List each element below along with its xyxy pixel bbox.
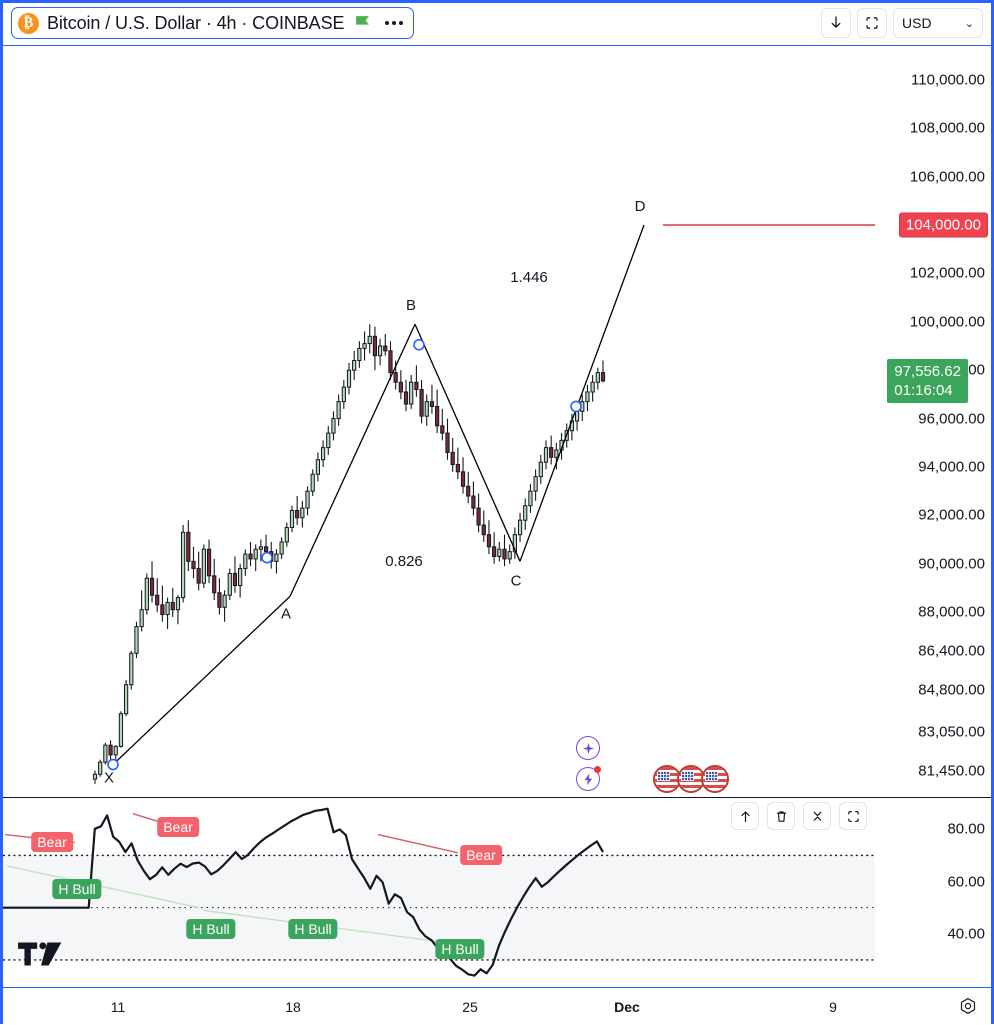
- rsi-move-up-button[interactable]: [731, 802, 759, 830]
- chevron-down-icon: ⌄: [964, 17, 974, 30]
- currency-select[interactable]: USD ⌄: [893, 8, 983, 38]
- chart-header: ₿ Bitcoin / U.S. Dollar · 4h · COINBASE …: [3, 3, 991, 45]
- rsi-pane: Bear Bear Bear H Bull H Bull H Bull H Bull 80.…: [3, 797, 991, 987]
- time-axis-tick: 18: [285, 999, 301, 1015]
- pattern-leg: [289, 323, 416, 597]
- ai-assistant-button[interactable]: [576, 736, 600, 760]
- pattern-leg: [414, 323, 521, 562]
- harmonic-pattern-labels: X A B C D 0.826 1.446: [104, 198, 646, 787]
- price-axis-tick: 86,400.00: [918, 642, 985, 660]
- pattern-ratio-label: 0.826: [385, 553, 423, 570]
- fullscreen-button[interactable]: [857, 8, 887, 38]
- rsi-divergence-line: [6, 865, 200, 909]
- rsi-maximize-button[interactable]: [839, 802, 867, 830]
- download-button[interactable]: [821, 8, 851, 38]
- lightning-bolt-icon: [584, 773, 592, 785]
- rsi-remove-button[interactable]: [767, 802, 795, 830]
- time-axis-tick: 9: [829, 999, 837, 1015]
- rsi-collapse-button[interactable]: [803, 802, 831, 830]
- rsi-divergence-line: [377, 833, 459, 854]
- price-axis-tick: 102,000.00: [909, 264, 985, 282]
- rsi-axis-tick: 60.00: [947, 873, 985, 891]
- rsi-divergence-tag[interactable]: H Bull: [52, 879, 102, 900]
- symbol-title: Bitcoin / U.S. Dollar · 4h · COINBASE: [47, 12, 345, 33]
- pattern-anchor-handle[interactable]: [570, 400, 582, 413]
- time-axis-tick: 25: [462, 999, 478, 1015]
- more-options-icon[interactable]: [385, 21, 404, 25]
- price-axis-tick: 108,000.00: [909, 119, 985, 137]
- bar-countdown: 01:16:04: [894, 381, 953, 399]
- price-axis-tick: 83,050.00: [918, 723, 985, 741]
- price-plot-area[interactable]: X A B C D 0.826 1.446: [3, 46, 875, 796]
- harmonic-pattern-overlay[interactable]: [107, 224, 645, 771]
- tradingview-logo: [18, 942, 62, 966]
- economic-event-badge[interactable]: [701, 765, 729, 793]
- currency-value: USD: [902, 15, 932, 31]
- ai-alert-button[interactable]: [576, 766, 601, 791]
- rsi-divergence-tag[interactable]: Bear: [31, 832, 73, 853]
- target-price-label[interactable]: 104,000.00: [898, 212, 988, 238]
- trash-icon: [776, 810, 786, 822]
- fullscreen-icon: [866, 17, 878, 29]
- rsi-line-series: [3, 807, 604, 977]
- price-chart-svg: X A B C D 0.826 1.446: [92, 198, 875, 787]
- pattern-leg: [519, 224, 645, 562]
- bitcoin-icon: ₿: [18, 12, 39, 34]
- rsi-divergence-tag[interactable]: Bear: [157, 816, 199, 837]
- price-axis-tick: 81,450.00: [918, 762, 985, 780]
- up-arrow-icon: [740, 810, 750, 822]
- time-axis-tick: 11: [110, 999, 126, 1015]
- rsi-line-path: [3, 807, 604, 977]
- price-axis-tick: 92,000.00: [918, 506, 985, 524]
- pattern-point-label: C: [511, 572, 522, 589]
- pattern-point-label: X: [104, 770, 114, 787]
- download-arrow-icon: [831, 16, 841, 28]
- us-flag-canton: [681, 771, 694, 781]
- economic-event-badge[interactable]: [653, 765, 681, 793]
- pattern-anchor-handle[interactable]: [413, 338, 425, 351]
- green-flag-icon: [356, 15, 370, 25]
- time-axis-tick: Dec: [614, 999, 640, 1015]
- economic-event-badge[interactable]: [677, 765, 705, 793]
- collapse-icon: [813, 811, 821, 821]
- us-flag-canton: [705, 771, 718, 781]
- last-price-value: 97,556.62: [894, 362, 961, 380]
- rsi-axis-tick: 40.00: [947, 925, 985, 943]
- alert-notification-dot: [594, 766, 601, 773]
- sparkle-icon: [582, 742, 594, 754]
- time-axis[interactable]: 11 18 25 Dec 9: [3, 987, 991, 1025]
- chart-settings-icon[interactable]: [957, 996, 979, 1018]
- rsi-divergence-tag[interactable]: H Bull: [435, 939, 485, 960]
- price-axis-tick: 100,000.00: [909, 313, 985, 331]
- rsi-divergence-tag[interactable]: H Bull: [288, 918, 338, 939]
- candlestick-series: [92, 324, 606, 784]
- rsi-axis[interactable]: 80.00 60.00 40.00: [875, 798, 991, 986]
- price-axis-tick: 106,000.00: [909, 168, 985, 186]
- rsi-divergence-tag[interactable]: H Bull: [186, 918, 236, 939]
- rsi-plot-area[interactable]: Bear Bear Bear H Bull H Bull H Bull H Bull: [3, 798, 875, 986]
- pattern-point-label: B: [406, 297, 416, 314]
- price-axis-tick: 88,000.00: [918, 603, 985, 621]
- price-axis-tick: 84,800.00: [918, 681, 985, 699]
- rsi-axis-tick: 80.00: [947, 820, 985, 838]
- pattern-point-label: A: [281, 605, 291, 622]
- price-pane: X A B C D 0.826 1.446: [3, 45, 991, 797]
- pattern-ratio-label: 1.446: [510, 269, 548, 286]
- pattern-leg: [112, 595, 291, 766]
- price-axis-tick: 94,000.00: [918, 458, 985, 476]
- last-price-label[interactable]: 97,556.62 01:16:04: [887, 358, 968, 403]
- pattern-anchor-handle[interactable]: [107, 758, 119, 771]
- price-axis-tick: 110,000.00: [911, 71, 985, 89]
- pattern-anchor-handle[interactable]: [261, 551, 273, 564]
- symbol-selector[interactable]: ₿ Bitcoin / U.S. Dollar · 4h · COINBASE: [11, 7, 415, 39]
- price-axis-tick: 96,000.00: [918, 410, 985, 428]
- rsi-divergence-tag[interactable]: Bear: [460, 845, 502, 866]
- price-axis[interactable]: 110,000.00 108,000.00 106,000.00 102,000.00…: [875, 46, 991, 796]
- price-axis-tick: 90,000.00: [918, 555, 985, 573]
- us-flag-canton: [657, 771, 670, 781]
- pattern-point-label: D: [635, 198, 646, 215]
- rsi-level-lines: [3, 854, 875, 961]
- maximize-icon: [847, 810, 859, 822]
